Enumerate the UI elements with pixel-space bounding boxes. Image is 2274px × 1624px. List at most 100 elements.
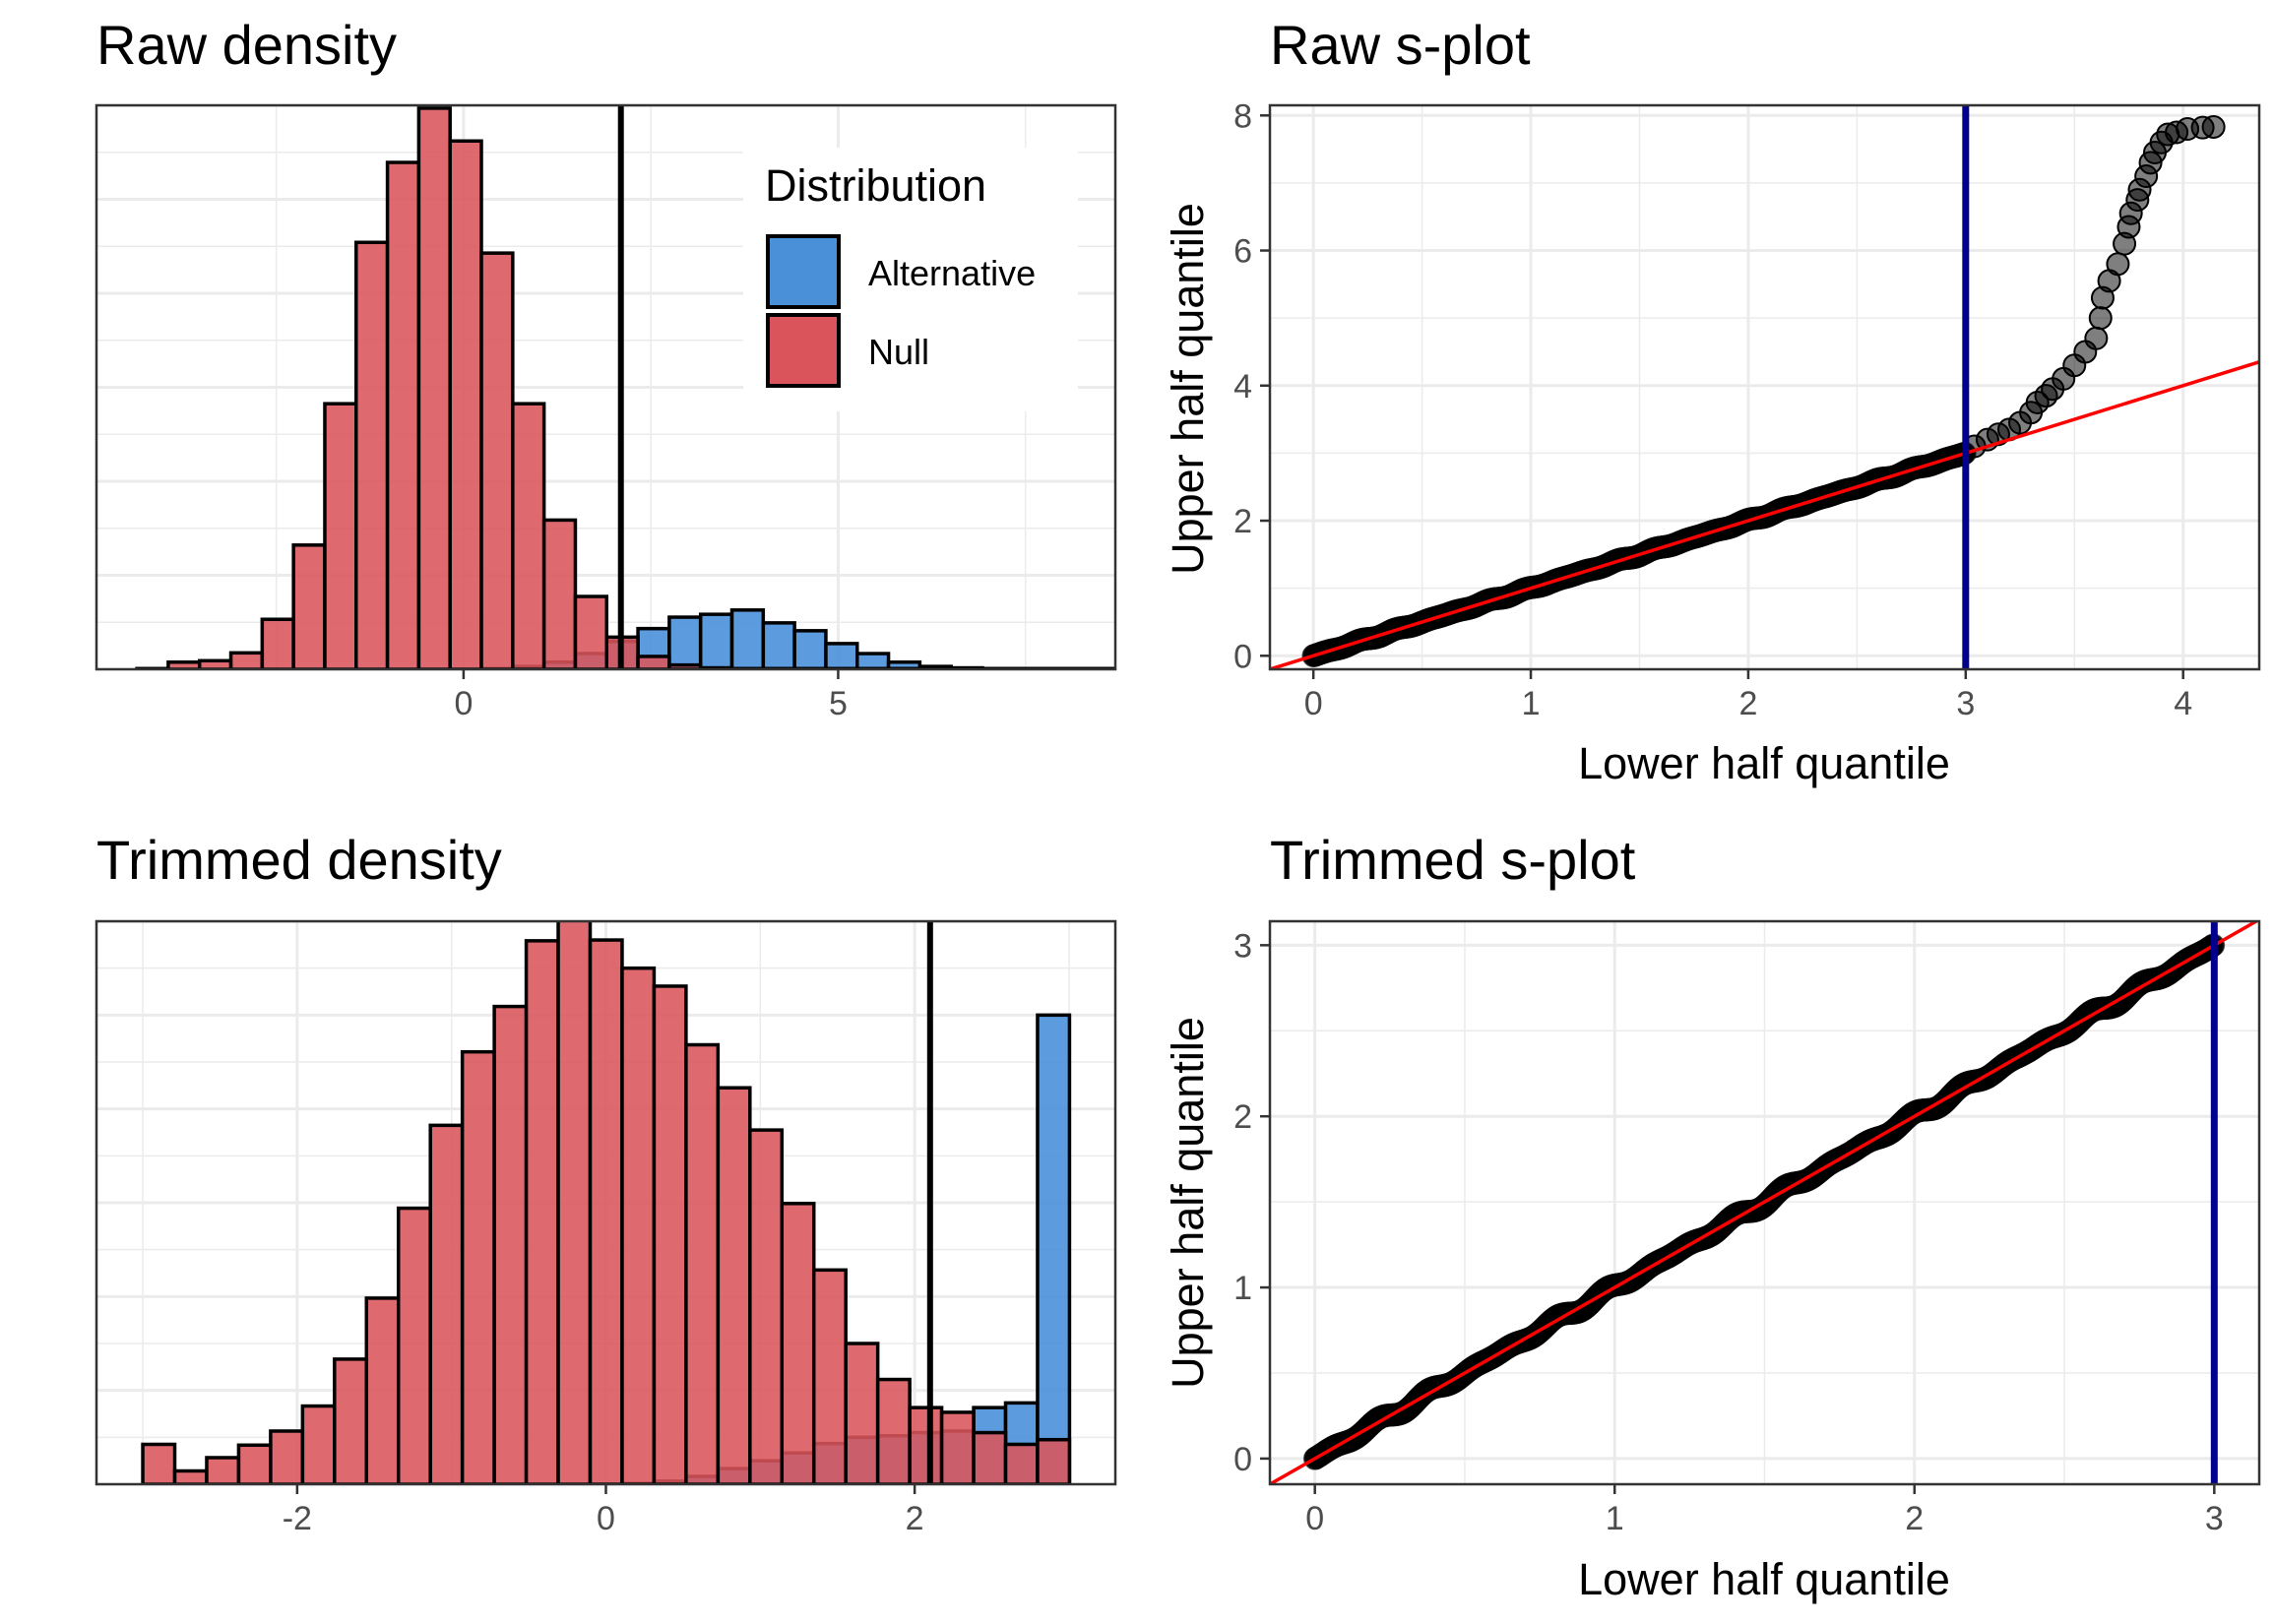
trimmed-splot-title: Trimmed s-plot — [1270, 829, 1636, 891]
bar-alternative — [1036, 1013, 1072, 1484]
panel-border — [1268, 103, 2261, 671]
bar-null — [479, 251, 515, 669]
bar-null — [260, 617, 295, 669]
bar-null — [636, 655, 671, 669]
reference-line — [1270, 359, 2259, 669]
bar-alternative — [761, 621, 796, 669]
trimmed-density-title: Trimmed density — [96, 829, 502, 891]
panel-border — [95, 103, 1117, 671]
trimmed-density-plot-area: -2 0 2 — [95, 919, 1117, 1537]
bar-alternative — [698, 612, 734, 669]
x-tick-label: 2 — [906, 1500, 924, 1537]
x-tick-label: 0 — [597, 1500, 615, 1537]
raw-splot-xlabel: Lower half quantile — [1578, 738, 1950, 788]
raw-splot-ylabel: Upper half quantile — [1163, 203, 1213, 575]
bar-alternative — [729, 608, 766, 669]
y-tick-label: 3 — [1233, 927, 1252, 965]
bar-null — [205, 1456, 241, 1484]
x-tick-label: 4 — [2174, 685, 2192, 722]
x-tick-label: 2 — [1905, 1500, 1924, 1537]
bar-alternative — [824, 642, 859, 669]
x-tick-label: 3 — [2205, 1500, 2224, 1537]
bar-null — [524, 939, 560, 1484]
bar-null — [573, 594, 609, 669]
bar-null — [197, 658, 233, 669]
bar-null — [291, 543, 327, 669]
bar-alternative — [792, 629, 828, 669]
raw-density-title: Raw density — [96, 14, 397, 76]
y-tick-label: 2 — [1233, 503, 1252, 540]
bar-null — [172, 1468, 209, 1484]
x-tick-label: 5 — [829, 685, 848, 722]
data-point — [2088, 306, 2113, 331]
bar-null — [556, 921, 593, 1484]
bar-null — [1003, 1442, 1040, 1484]
bar-null — [416, 106, 452, 669]
raw-splot-plot-area: 0 1 2 3 4 0 2 4 6 8 — [1233, 97, 2261, 722]
bar-null — [748, 1128, 785, 1484]
raw-splot-panel: Raw s-plot Lower half quantile Upper hal… — [1163, 14, 2261, 788]
bar-null — [228, 651, 265, 669]
x-tick-label: 0 — [1305, 1500, 1324, 1537]
trimmed-splot-plot-area: 0 1 2 3 0 1 2 3 — [1233, 919, 2261, 1537]
bar-null — [141, 1442, 177, 1484]
bar-null — [364, 1296, 401, 1484]
x-tick-label: -2 — [283, 1500, 312, 1537]
legend-label-null: Null — [868, 332, 929, 372]
panel-border — [1268, 919, 2261, 1486]
bar-null — [269, 1429, 305, 1484]
bar-null — [811, 1268, 848, 1484]
bar-null — [908, 1405, 944, 1484]
bar-null — [396, 1206, 432, 1484]
bar-null — [323, 402, 358, 669]
y-tick-label: 1 — [1233, 1270, 1252, 1307]
bar-null — [300, 1404, 337, 1484]
bar-null — [511, 402, 546, 669]
bar-null — [684, 1042, 721, 1484]
bar-null — [460, 1049, 496, 1484]
bar-null — [844, 1342, 880, 1484]
bar-null — [541, 518, 578, 669]
trimmed-splot-xlabel: Lower half quantile — [1578, 1554, 1950, 1604]
y-tick-label: 6 — [1233, 233, 1252, 271]
data-point — [2201, 114, 2226, 139]
bar-null — [875, 1377, 912, 1484]
trimmed-splot-panel: Trimmed s-plot Lower half quantile Upper… — [1163, 829, 2261, 1604]
legend-key-alternative — [766, 234, 841, 309]
bar-null — [620, 966, 657, 1484]
bar-null — [385, 160, 421, 669]
bar-null — [716, 1086, 752, 1484]
reference-line — [1270, 921, 2259, 1484]
y-tick-label: 2 — [1233, 1098, 1252, 1136]
bar-null — [588, 938, 624, 1484]
y-tick-label: 8 — [1233, 97, 1252, 135]
bar-null — [492, 1004, 529, 1484]
y-tick-label: 0 — [1233, 638, 1252, 675]
x-tick-label: 2 — [1738, 685, 1757, 722]
x-tick-label: 0 — [454, 685, 473, 722]
x-tick-label: 1 — [1522, 685, 1541, 722]
trimmed-density-panel: Trimmed density -2 0 2 — [95, 829, 1117, 1537]
bar-null — [652, 984, 688, 1484]
legend: Distribution Alternative Null — [743, 148, 1078, 411]
legend-label-alternative: Alternative — [868, 253, 1036, 293]
bar-null — [354, 240, 390, 669]
y-tick-label: 4 — [1233, 368, 1252, 406]
bar-null — [428, 1123, 465, 1484]
legend-title: Distribution — [765, 160, 986, 211]
legend-key-null — [766, 313, 841, 388]
trimmed-splot-ylabel: Upper half quantile — [1163, 1017, 1213, 1389]
bar-null — [972, 1430, 1008, 1484]
data-point — [2106, 252, 2130, 277]
bar-null — [780, 1202, 816, 1484]
x-tick-label: 1 — [1606, 1500, 1624, 1537]
bar-null — [333, 1357, 369, 1484]
x-tick-label: 3 — [1956, 685, 1975, 722]
bar-null — [939, 1410, 976, 1484]
bar-null — [236, 1443, 273, 1484]
bar-null — [448, 139, 483, 669]
y-tick-label: 0 — [1233, 1441, 1252, 1478]
data-point — [2084, 326, 2109, 350]
bar-alternative — [667, 615, 703, 669]
